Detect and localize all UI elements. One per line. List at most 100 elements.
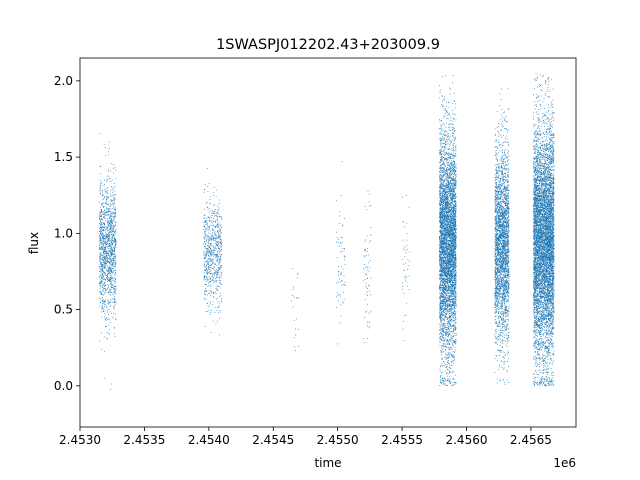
data-point-214 (114, 249, 115, 251)
data-point-1819 (205, 255, 207, 257)
data-point-304 (108, 154, 110, 156)
data-point-1612 (210, 264, 212, 266)
data-point-4727 (443, 297, 445, 298)
data-point-524 (104, 263, 106, 265)
data-point-1005 (108, 232, 109, 234)
data-point-2392 (448, 265, 450, 267)
data-point-2470 (444, 219, 446, 221)
data-point-1312 (209, 245, 211, 247)
data-point-199 (101, 292, 102, 294)
data-point-4731 (450, 157, 452, 159)
data-point-2280 (441, 378, 443, 379)
data-point-4144 (452, 384, 454, 386)
data-point-4280 (449, 288, 451, 290)
data-point-1892 (219, 317, 220, 319)
data-point-4041 (451, 203, 452, 205)
data-point-4046 (455, 294, 457, 296)
data-point-792 (111, 179, 113, 181)
data-point-2951 (453, 155, 454, 156)
data-point-3461 (446, 300, 448, 302)
data-point-4755 (453, 177, 454, 179)
data-point-4432 (443, 315, 445, 317)
data-point-3048 (448, 271, 449, 273)
data-point-3537 (441, 216, 443, 217)
data-point-4511 (447, 153, 449, 155)
data-point-4914 (445, 273, 447, 274)
data-point-1051 (100, 166, 102, 167)
data-point-4012 (453, 232, 454, 234)
data-point-4763 (439, 219, 441, 221)
data-point-4909 (443, 116, 445, 118)
data-point-2865 (440, 133, 442, 135)
data-point-463 (100, 182, 102, 184)
data-point-3322 (447, 246, 449, 247)
data-point-684 (112, 228, 114, 229)
data-point-2598 (447, 284, 449, 285)
data-point-2987 (441, 278, 443, 279)
data-point-2252 (447, 148, 449, 150)
data-point-2089 (344, 259, 345, 261)
data-point-2398 (441, 277, 443, 279)
data-point-1512 (207, 226, 209, 228)
data-point-4649 (454, 171, 456, 172)
data-point-3663 (449, 173, 451, 175)
data-point-4881 (445, 185, 447, 187)
data-point-3246 (455, 280, 457, 282)
data-point-4252 (445, 253, 447, 255)
data-point-446 (102, 258, 104, 260)
data-point-3910 (442, 259, 444, 261)
data-point-1171 (103, 224, 105, 226)
data-point-2081 (341, 237, 343, 239)
data-point-1776 (215, 255, 217, 257)
data-point-4896 (455, 138, 456, 140)
data-point-3478 (446, 236, 448, 238)
data-point-1049 (113, 172, 115, 174)
data-point-319 (112, 192, 114, 194)
data-point-4450 (446, 274, 448, 276)
data-point-2072 (336, 307, 338, 309)
data-point-429 (110, 250, 112, 251)
data-point-518 (107, 272, 109, 274)
data-point-1362 (208, 282, 210, 284)
data-point-1481 (209, 290, 211, 292)
data-point-1796 (216, 240, 218, 242)
data-point-2144 (366, 255, 367, 256)
data-point-1626 (213, 212, 215, 214)
data-point-530 (101, 269, 103, 271)
data-point-1168 (114, 285, 115, 287)
data-point-3898 (442, 308, 444, 310)
data-point-1009 (103, 206, 104, 208)
data-point-101 (100, 230, 101, 232)
data-point-1793 (212, 284, 214, 286)
data-point-1274 (106, 175, 108, 177)
data-point-3939 (443, 188, 445, 189)
data-point-222 (113, 256, 115, 258)
data-point-1243 (103, 198, 104, 200)
data-point-1598 (213, 186, 215, 188)
data-point-4096 (446, 206, 448, 207)
data-point-3928 (451, 276, 453, 278)
data-point-242 (105, 284, 107, 286)
data-point-2223 (443, 360, 445, 362)
data-point-3356 (453, 355, 454, 357)
data-point-4342 (446, 117, 448, 119)
data-point-3424 (445, 220, 447, 222)
data-point-594 (104, 179, 105, 181)
data-point-1239 (114, 299, 116, 301)
data-point-1994 (220, 243, 222, 245)
data-point-3934 (447, 159, 449, 161)
data-point-4704 (445, 301, 446, 303)
data-point-4436 (451, 362, 452, 363)
data-point-458 (100, 263, 101, 265)
data-point-2449 (443, 171, 445, 173)
data-point-387 (100, 282, 101, 284)
data-point-1825 (210, 238, 212, 240)
data-point-3052 (439, 85, 440, 87)
data-point-3195 (452, 212, 454, 214)
data-point-312 (104, 184, 105, 185)
data-point-1238 (102, 255, 104, 256)
data-point-1687 (218, 277, 220, 279)
data-point-129 (110, 383, 112, 385)
data-point-1669 (205, 228, 207, 230)
data-point-2551 (448, 346, 449, 348)
